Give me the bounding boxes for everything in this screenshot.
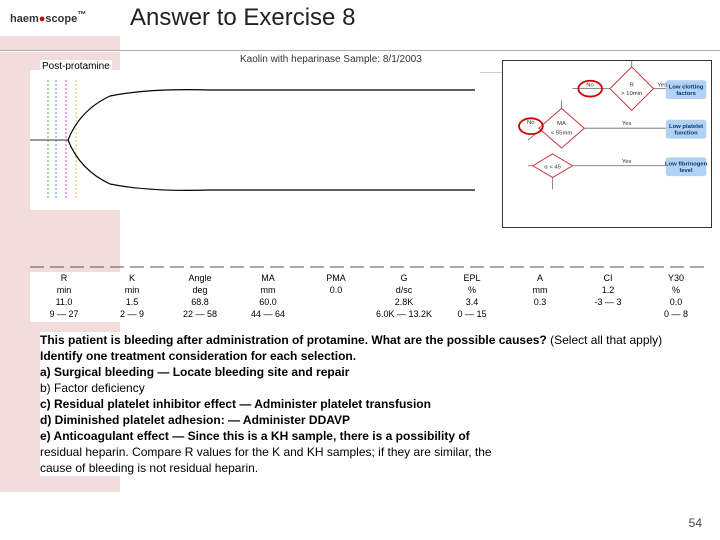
data-col: Amm0.3 bbox=[506, 272, 574, 322]
option-line: residual heparin. Compare R values for t… bbox=[40, 444, 700, 460]
data-col: Y30%0.00 — 8 bbox=[642, 272, 710, 322]
fc-lpf1: Low platelet bbox=[669, 124, 703, 130]
data-col: Gd/sc2.8K6.0K — 13.2K bbox=[370, 272, 438, 322]
teg-chart bbox=[30, 70, 480, 210]
option-line: c) Residual platelet inhibitor effect — … bbox=[40, 396, 700, 412]
qa-block: This patient is bleeding after administr… bbox=[40, 332, 700, 476]
title-area: Answer to Exercise 8 bbox=[120, 4, 720, 32]
divider bbox=[0, 50, 720, 51]
option-line: d) Diminished platelet adhesion: — Admin… bbox=[40, 412, 700, 428]
accent-line bbox=[0, 36, 720, 50]
teg-curve-svg bbox=[30, 70, 480, 210]
option-line: e) Anticoagulant effect — Since this is … bbox=[40, 428, 700, 444]
separator-dashes bbox=[30, 266, 710, 268]
fc-no2: No bbox=[527, 120, 535, 126]
option-line: cause of bleeding is not residual hepari… bbox=[40, 460, 700, 476]
option-line: b) Factor deficiency bbox=[40, 380, 700, 396]
question-p1: This patient is bleeding after administr… bbox=[40, 333, 547, 347]
data-col: EPL%3.40 — 15 bbox=[438, 272, 506, 322]
data-col: Rmin11.09 — 27 bbox=[30, 272, 98, 322]
data-col: MAmm60.044 — 64 bbox=[234, 272, 302, 322]
fc-lcf1: Low clotting bbox=[669, 84, 704, 90]
flowchart: R > 10min MA < 55mm α < 45 Low clotting … bbox=[502, 60, 712, 228]
data-col: PMA0.0 bbox=[302, 272, 370, 322]
fc-yes2: Yes bbox=[622, 121, 632, 127]
chart-header: Kaolin with heparinase Sample: 8/1/2003 bbox=[240, 54, 422, 65]
main-content: Post-protamine Kaolin with heparinase Sa… bbox=[120, 52, 720, 540]
fc-yes1: Yes bbox=[657, 83, 667, 89]
fc-lpf2: function bbox=[674, 131, 698, 137]
header: haem●scope™ Answer to Exercise 8 bbox=[0, 0, 720, 36]
page-title: Answer to Exercise 8 bbox=[120, 4, 355, 32]
fc-lfl2: level bbox=[679, 168, 692, 174]
logo: haem●scope™ bbox=[0, 9, 120, 27]
data-col: CI1.2-3 — 3 bbox=[574, 272, 642, 322]
fc-lcf2: factors bbox=[676, 91, 696, 97]
fc-no1: No bbox=[586, 83, 594, 89]
option-line: a) Surgical bleeding — Locate bleeding s… bbox=[40, 364, 700, 380]
fc-r-label: R bbox=[630, 82, 634, 88]
options-list: a) Surgical bleeding — Locate bleeding s… bbox=[40, 364, 700, 476]
question-p2: (Select all that apply) bbox=[547, 333, 662, 347]
logo-text: haem●scope™ bbox=[10, 13, 86, 25]
question-p3: Identify one treatment consideration for… bbox=[40, 349, 356, 363]
fc-ma-label2: < 55mm bbox=[551, 131, 573, 137]
fc-r-label2: > 10min bbox=[621, 91, 642, 97]
fc-alpha-label: α < 45 bbox=[544, 164, 561, 170]
data-table: Rmin11.09 — 27Kmin1.52 — 9Angledeg68.822… bbox=[30, 272, 710, 322]
data-col: Kmin1.52 — 9 bbox=[98, 272, 166, 322]
flowchart-svg: R > 10min MA < 55mm α < 45 Low clotting … bbox=[503, 61, 711, 227]
fc-lfl1: Low fibrinogen bbox=[665, 161, 708, 167]
fc-ma-label: MA bbox=[557, 121, 566, 127]
fc-yes3: Yes bbox=[622, 159, 632, 165]
data-col: Angledeg68.822 — 58 bbox=[166, 272, 234, 322]
page-number: 54 bbox=[689, 516, 702, 530]
